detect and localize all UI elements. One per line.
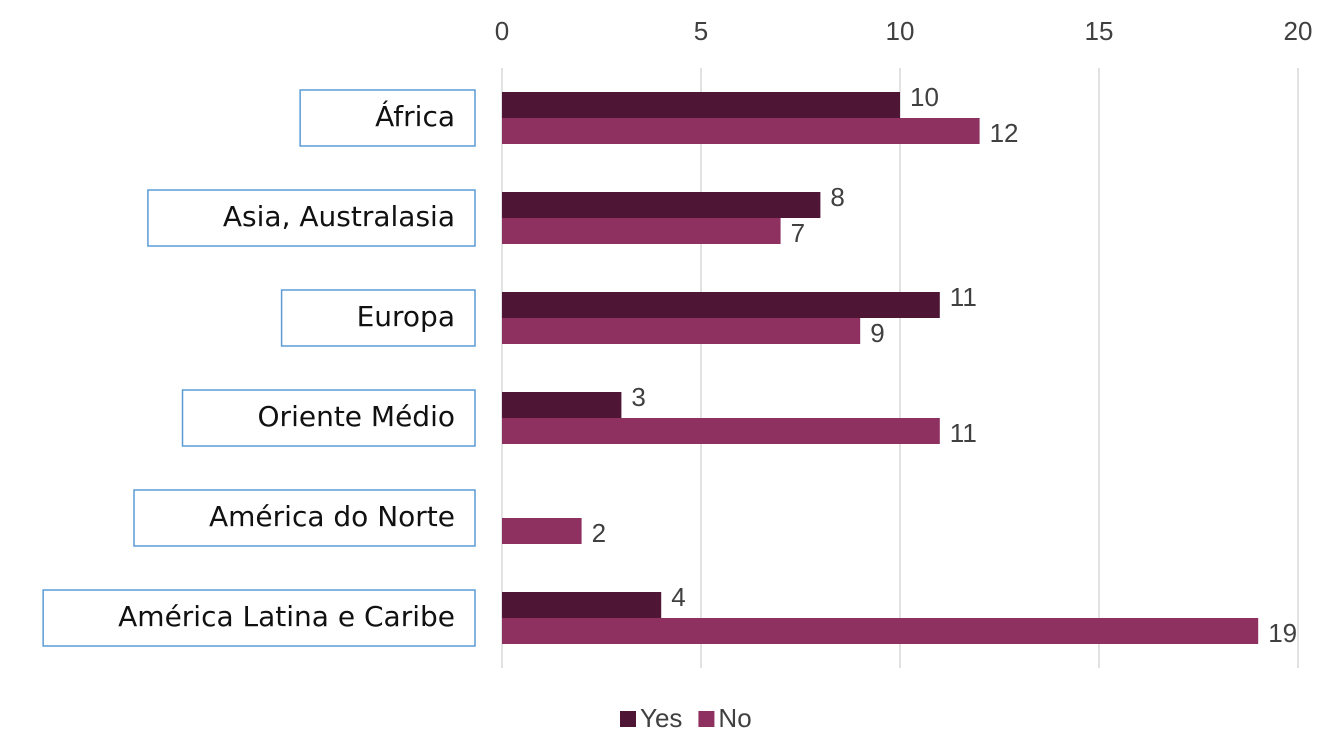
data-label: 7 xyxy=(791,218,805,248)
data-label: 8 xyxy=(830,182,844,212)
bar xyxy=(502,392,622,418)
data-label: 9 xyxy=(870,318,884,348)
bar xyxy=(502,192,821,218)
data-label: 19 xyxy=(1268,618,1297,648)
category-label: Oriente Médio xyxy=(258,400,455,433)
category-box xyxy=(299,89,476,147)
category-box xyxy=(147,189,476,247)
category-label: Asia, Australasia xyxy=(223,200,455,233)
bar xyxy=(502,292,940,318)
legend-swatch xyxy=(620,711,636,727)
category-label: Europa xyxy=(357,300,455,333)
category-label: África xyxy=(375,99,455,133)
data-label: 10 xyxy=(910,82,939,112)
legend-swatch xyxy=(698,711,715,727)
data-label: 12 xyxy=(990,118,1019,148)
data-label: 2 xyxy=(592,518,606,548)
data-label: 4 xyxy=(671,582,685,612)
bar xyxy=(502,218,781,244)
data-label: 11 xyxy=(950,418,977,448)
category-box xyxy=(133,489,476,547)
category-box xyxy=(181,389,476,447)
category-label: América do Norte xyxy=(209,500,455,533)
x-tick-label: 5 xyxy=(694,16,708,46)
category-box xyxy=(280,289,476,347)
x-tick-label: 10 xyxy=(886,16,915,46)
bar xyxy=(502,592,662,618)
bar xyxy=(502,118,980,144)
bar xyxy=(502,418,940,444)
category-box xyxy=(42,589,476,647)
x-tick-label: 0 xyxy=(495,16,509,46)
legend-label: No xyxy=(718,703,751,733)
data-label: 3 xyxy=(631,382,645,412)
bar xyxy=(502,518,582,544)
legend-label: Yes xyxy=(640,703,682,733)
bar xyxy=(502,318,861,344)
bar xyxy=(502,618,1259,644)
data-label: 11 xyxy=(950,282,977,312)
x-tick-label: 20 xyxy=(1284,16,1313,46)
bar xyxy=(502,92,900,118)
x-tick-label: 15 xyxy=(1085,16,1114,46)
category-label: América Latina e Caribe xyxy=(118,600,455,633)
